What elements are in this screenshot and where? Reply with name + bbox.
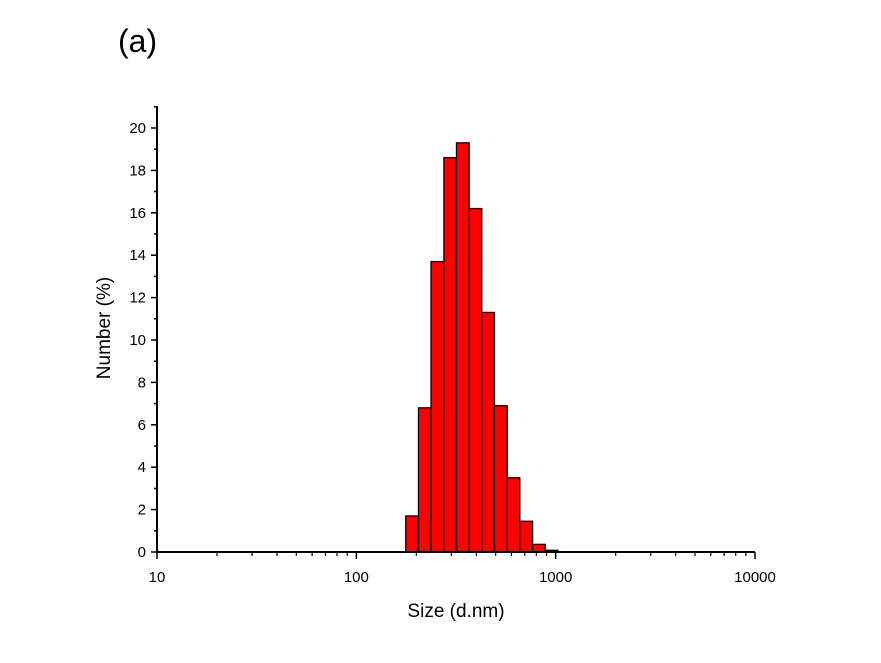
panel-label: (a) bbox=[118, 23, 157, 59]
bar bbox=[493, 405, 508, 553]
y-tick-label: 20 bbox=[129, 120, 146, 137]
bar bbox=[531, 543, 546, 553]
bar bbox=[443, 157, 458, 553]
y-tick-label: 4 bbox=[138, 459, 146, 476]
y-tick-label: 8 bbox=[138, 374, 146, 391]
x-tick-label: 10 bbox=[149, 569, 166, 586]
bar bbox=[455, 142, 470, 553]
x-tick-label: 10000 bbox=[734, 569, 776, 586]
y-tick-label: 6 bbox=[138, 417, 146, 434]
bar bbox=[405, 515, 420, 553]
y-tick-label: 16 bbox=[129, 205, 146, 222]
x-axis-label: Size (d.nm) bbox=[407, 601, 504, 622]
bar bbox=[417, 407, 432, 553]
x-tick-label: 100 bbox=[344, 569, 369, 586]
y-tick-label: 2 bbox=[138, 502, 146, 519]
bar bbox=[430, 260, 445, 553]
bar bbox=[519, 520, 534, 553]
y-tick-label: 0 bbox=[138, 544, 146, 561]
y-tick-label: 14 bbox=[129, 247, 146, 264]
y-tick-label: 12 bbox=[129, 290, 146, 307]
x-tick-label: 1000 bbox=[539, 569, 572, 586]
y-axis-label: Number (%) bbox=[94, 277, 115, 379]
bar bbox=[506, 477, 521, 553]
bar bbox=[468, 207, 483, 553]
y-tick-label: 18 bbox=[129, 162, 146, 179]
y-tick-label: 10 bbox=[129, 332, 146, 349]
bar bbox=[481, 311, 496, 553]
